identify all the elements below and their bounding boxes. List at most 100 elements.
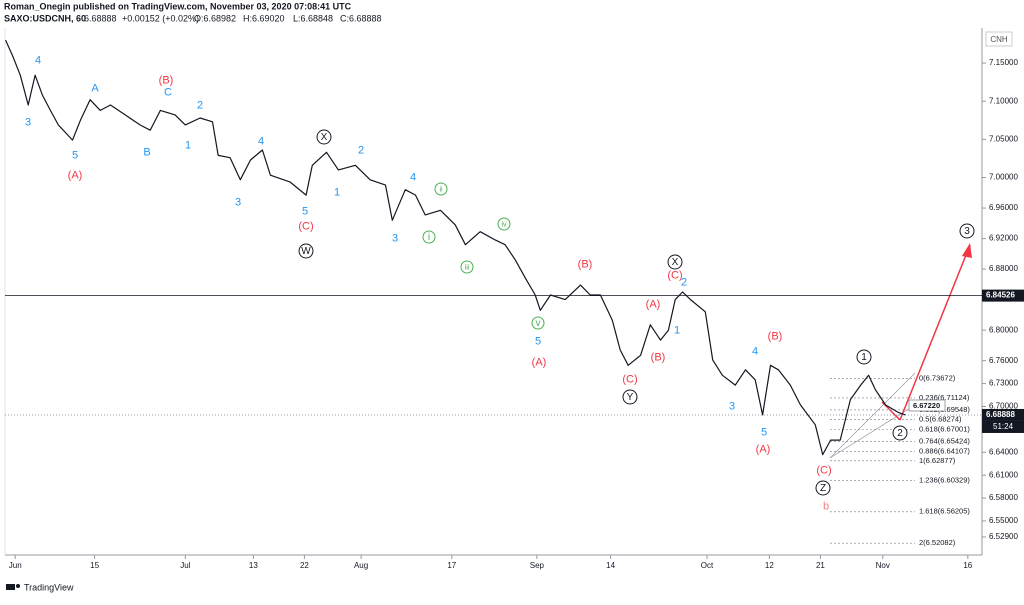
wave-label: (A) — [532, 356, 547, 368]
wave-label: 3 — [235, 196, 241, 208]
wave-label: B — [143, 146, 150, 158]
wave-label: (B) — [768, 330, 783, 342]
x-tick-label: Jun — [9, 561, 22, 570]
price-line-series — [5, 39, 906, 456]
x-tick-label: Sep — [530, 561, 545, 570]
countdown-box — [982, 420, 1024, 433]
wave-circle — [316, 129, 332, 145]
y-tick-label: 6.96000 — [989, 203, 1018, 212]
fib-label: 1.236(6.60329) — [919, 475, 970, 484]
x-tick-label: 12 — [765, 561, 774, 570]
brand: TradingView — [24, 582, 74, 592]
wave-label: W — [301, 246, 311, 257]
wave-circle — [815, 480, 831, 496]
fib-label: 0(6.73672) — [919, 373, 956, 382]
x-tick-label: 13 — [249, 561, 258, 570]
fib-label: 0.236(6.71124) — [919, 393, 970, 402]
y-tick-label: 7.00000 — [989, 173, 1018, 182]
fib-label: 0.764(6.65424) — [919, 436, 970, 445]
high: H:6.69020 — [243, 13, 285, 23]
wave-circle — [667, 254, 683, 270]
wave-label: A — [91, 82, 99, 94]
y-tick-label: 6.88000 — [989, 264, 1018, 273]
y-tick-label: 7.10000 — [989, 96, 1018, 105]
wave-label: (B) — [651, 351, 666, 363]
wave-circle — [856, 349, 872, 365]
wave-label: i — [428, 232, 430, 243]
y-tick-label: 6.58000 — [989, 493, 1018, 502]
y-tick-label: 7.05000 — [989, 134, 1018, 143]
wave-label: 1 — [334, 186, 340, 198]
wave-label: 3 — [25, 116, 31, 128]
wave-label: 2 — [681, 276, 687, 288]
open: O:6.68982 — [194, 13, 236, 23]
currency-box — [985, 31, 1013, 47]
arrow — [899, 244, 971, 421]
wave-circle — [434, 182, 448, 196]
x-tick-label: Nov — [876, 561, 890, 570]
wave-label: 5 — [761, 426, 767, 438]
y-tick-label: 6.55000 — [989, 516, 1018, 525]
x-tick-label: Aug — [354, 561, 368, 570]
last-price: 6.68888 — [84, 13, 117, 23]
x-tick-label: Oct — [701, 561, 714, 570]
currency: CNH — [990, 35, 1008, 44]
wave-label: 3 — [964, 226, 970, 237]
price-label: 6.68888 — [986, 410, 1015, 419]
wave-label: iv — [501, 221, 507, 228]
wave-label: b — [823, 500, 829, 512]
wave-label: (C) — [667, 269, 682, 281]
x-tick-label: 22 — [300, 561, 309, 570]
y-tick-label: 6.76000 — [989, 356, 1018, 365]
wave-label: 5 — [535, 335, 541, 347]
wave-label: 4 — [258, 135, 264, 147]
wave-label: 3 — [729, 400, 735, 412]
close: C:6.68888 — [340, 13, 382, 23]
wave-circle — [298, 243, 314, 259]
wave-label: Y — [627, 392, 634, 403]
fib-tag-box — [908, 399, 946, 412]
wave-label: (C) — [298, 220, 313, 232]
wave-label: (B) — [578, 258, 593, 270]
x-tick-label: 16 — [963, 561, 972, 570]
x-tick-label: 15 — [90, 561, 99, 570]
wave-label: C — [164, 86, 172, 98]
price-label-box — [982, 289, 1024, 302]
wave-circle — [959, 223, 975, 239]
y-tick-label: 6.52900 — [989, 532, 1018, 541]
wave-label: ii — [439, 186, 443, 193]
x-tick-label: Jul — [180, 561, 190, 570]
wave-label: 4 — [410, 171, 416, 183]
wave-label: 2 — [358, 144, 364, 156]
y-tick-label: 6.92000 — [989, 234, 1018, 243]
fib-label: 0.886(6.64107) — [919, 446, 970, 455]
wave-label: (A) — [756, 443, 771, 455]
wave-label: 4 — [35, 54, 41, 66]
arrow-head — [962, 243, 972, 258]
low: L:6.68848 — [293, 13, 333, 23]
wave-label: X — [321, 132, 328, 143]
wave-label: Z — [820, 483, 826, 494]
wave-label: 1 — [185, 139, 191, 151]
x-tick-label: 14 — [606, 561, 615, 570]
wave-circle — [460, 260, 474, 274]
wave-label: 4 — [752, 345, 758, 357]
wave-label: (B) — [159, 74, 174, 86]
wave-circle — [497, 217, 511, 231]
price-label-box — [982, 408, 1024, 421]
wave-label: 1 — [674, 324, 680, 336]
wave-circle — [531, 316, 545, 330]
y-tick-label: 6.64000 — [989, 447, 1018, 456]
change: +0.00152 (+0.02%) — [122, 13, 199, 23]
wave-label: 2 — [197, 99, 203, 111]
x-tick-label: 21 — [816, 561, 825, 570]
author-line: Roman_Onegin published on TradingView.co… — [4, 1, 352, 11]
fib-label: 0.618(6.67001) — [919, 424, 970, 433]
fib-tag: 6.67220 — [913, 401, 940, 410]
fib-label: 0.5(6.68274) — [919, 415, 962, 424]
wave-label: 5 — [72, 149, 78, 161]
fib-label: 2(6.52082) — [919, 538, 956, 547]
symbol: SAXO:USDCNH, 60 — [4, 13, 86, 23]
